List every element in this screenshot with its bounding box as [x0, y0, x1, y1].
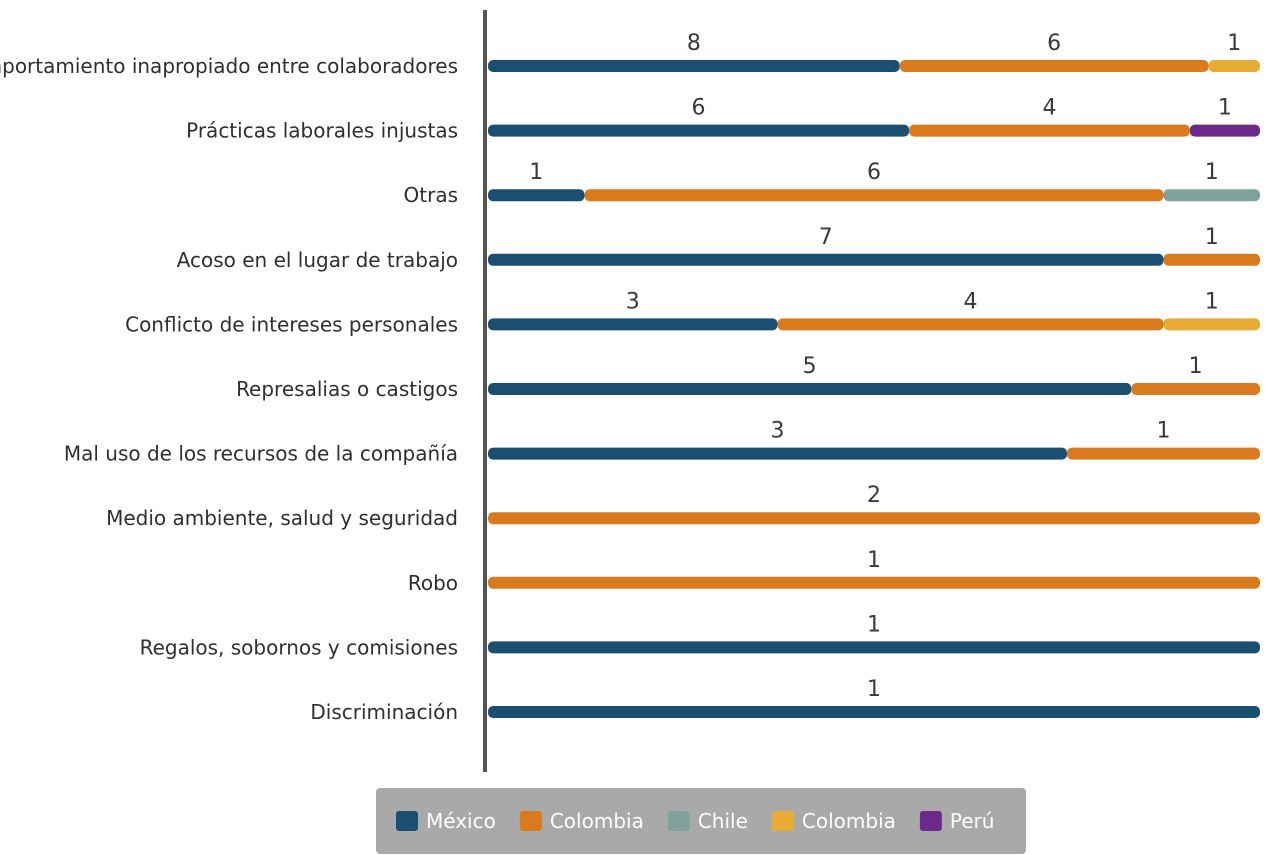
category-label: Discriminación — [310, 700, 458, 724]
bar-segment — [488, 576, 1260, 589]
bar-segment — [1208, 60, 1260, 72]
value-label: 6 — [692, 96, 706, 121]
value-label: 1 — [1205, 289, 1219, 314]
bar-segment — [488, 641, 1260, 654]
value-label: 5 — [803, 354, 817, 379]
bar-segment — [488, 383, 1132, 395]
value-label: 6 — [867, 160, 881, 185]
bar-segment — [1163, 189, 1260, 202]
category-label: Mal uso de los recursos de la compañía — [64, 442, 458, 466]
bar-segment — [488, 253, 1164, 266]
value-label: 1 — [867, 548, 881, 573]
value-label: 1 — [1218, 96, 1232, 121]
legend-item-label: México — [426, 809, 496, 833]
legend-swatch — [396, 811, 418, 831]
bar-segment — [1163, 253, 1260, 266]
bar-segment — [1163, 318, 1260, 331]
value-label: 1 — [1227, 31, 1241, 56]
bar-segment — [1067, 447, 1260, 460]
bar-segment — [1131, 383, 1260, 395]
legend-background — [376, 788, 1026, 854]
bar-segment — [488, 447, 1067, 460]
value-label: 4 — [964, 289, 978, 314]
value-label: 2 — [867, 483, 881, 508]
legend-item-label: Perú — [950, 809, 995, 833]
legend-swatch — [519, 811, 542, 831]
legend-item-label: Colombia — [550, 809, 644, 833]
legend-swatch — [771, 811, 794, 831]
legend: México Colombia Chile Colombia Perú — [376, 788, 1026, 854]
value-label: 3 — [771, 419, 785, 444]
bars-group — [488, 60, 1260, 718]
legend-item-label: Chile — [698, 809, 748, 833]
value-label: 1 — [867, 677, 881, 702]
value-label: 1 — [529, 160, 543, 185]
value-label: 8 — [687, 31, 701, 56]
bar-segment — [488, 60, 900, 72]
bar-segment — [909, 124, 1190, 137]
value-label: 7 — [819, 225, 833, 250]
category-labels: Comportamiento inapropiado entre colabor… — [0, 54, 458, 724]
value-label: 1 — [867, 612, 881, 637]
value-label: 1 — [1205, 225, 1219, 250]
category-label: Robo — [408, 571, 458, 595]
category-label: Represalias o castigos — [236, 377, 458, 401]
value-label: 3 — [626, 289, 640, 314]
legend-item-label: Colombia — [802, 809, 896, 833]
category-label: Conflicto de intereses personales — [125, 312, 458, 336]
category-label: Acoso en el lugar de trabajo — [177, 248, 458, 272]
bar-segment — [488, 189, 585, 202]
value-label: 1 — [1205, 160, 1219, 185]
category-label: Comportamiento inapropiado entre colabor… — [0, 54, 458, 78]
value-label: 1 — [1157, 419, 1171, 444]
bar-segment — [584, 189, 1164, 202]
category-label: Otras — [404, 183, 458, 207]
legend-swatch — [919, 811, 942, 831]
bar-segment — [488, 706, 1260, 718]
value-label: 1 — [1189, 354, 1203, 379]
bar-segment — [899, 60, 1209, 72]
value-label: 4 — [1042, 96, 1056, 121]
category-label: Regalos, sobornos y comisiones — [140, 635, 458, 659]
bar-segment — [488, 512, 1260, 525]
bar-segment — [1189, 124, 1260, 137]
bar-segment — [488, 318, 778, 331]
category-label: Prácticas laborales injustas — [186, 119, 458, 143]
bar-segment — [777, 318, 1164, 331]
bar-segment — [488, 124, 910, 137]
legend-swatch — [667, 811, 690, 831]
category-label: Medio ambiente, salud y seguridad — [106, 506, 458, 530]
value-label: 6 — [1047, 31, 1061, 56]
